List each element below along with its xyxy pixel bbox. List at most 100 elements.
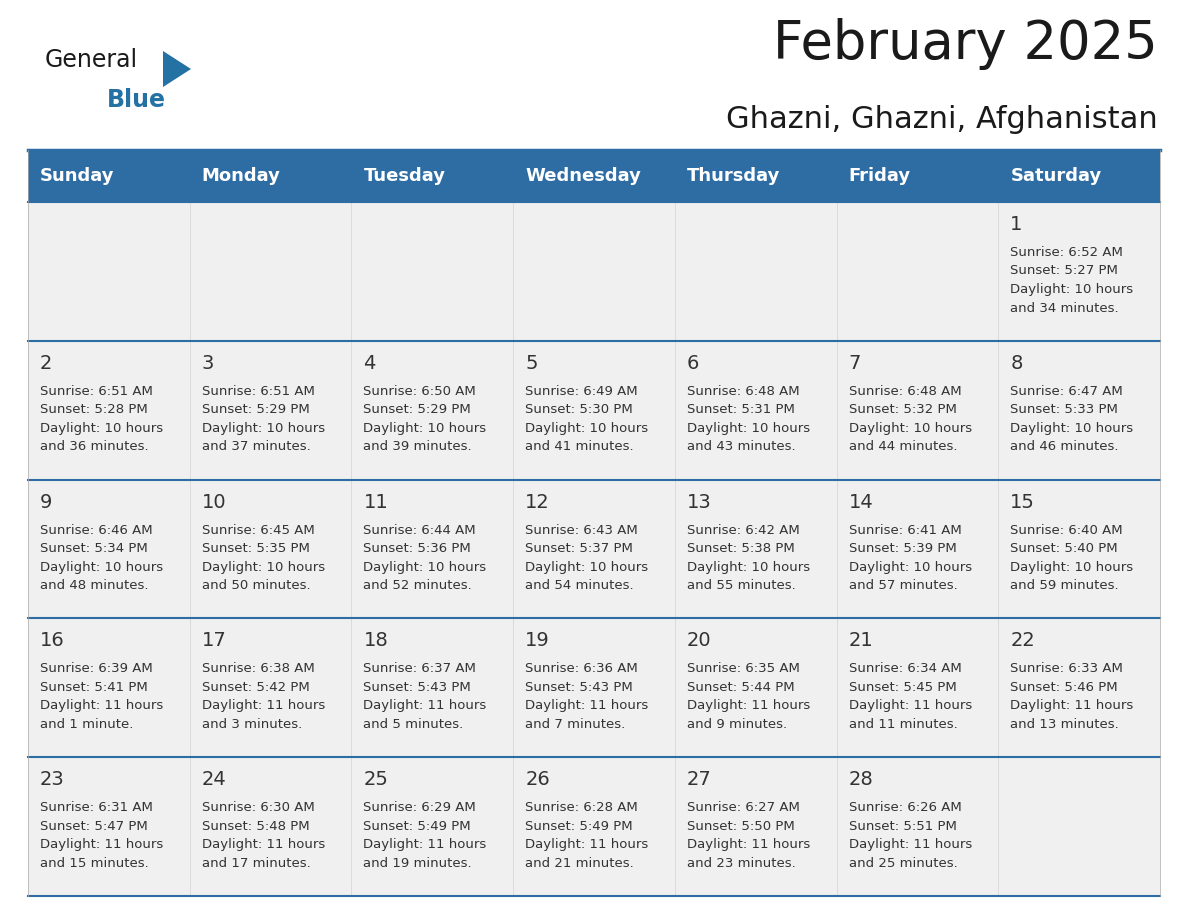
Text: 13: 13 bbox=[687, 493, 712, 511]
Text: 16: 16 bbox=[40, 632, 65, 650]
Bar bbox=[513, 150, 675, 202]
Text: 3: 3 bbox=[202, 353, 214, 373]
Bar bbox=[513, 202, 675, 341]
Text: 9: 9 bbox=[40, 493, 52, 511]
Bar bbox=[836, 619, 998, 757]
Text: Sunrise: 6:29 AM
Sunset: 5:49 PM
Daylight: 11 hours
and 19 minutes.: Sunrise: 6:29 AM Sunset: 5:49 PM Dayligh… bbox=[364, 801, 487, 869]
Text: Sunrise: 6:48 AM
Sunset: 5:32 PM
Daylight: 10 hours
and 44 minutes.: Sunrise: 6:48 AM Sunset: 5:32 PM Dayligh… bbox=[848, 385, 972, 453]
Bar bbox=[29, 341, 190, 479]
Text: Sunrise: 6:31 AM
Sunset: 5:47 PM
Daylight: 11 hours
and 15 minutes.: Sunrise: 6:31 AM Sunset: 5:47 PM Dayligh… bbox=[40, 801, 163, 869]
Text: Sunrise: 6:38 AM
Sunset: 5:42 PM
Daylight: 11 hours
and 3 minutes.: Sunrise: 6:38 AM Sunset: 5:42 PM Dayligh… bbox=[202, 663, 326, 731]
Bar bbox=[675, 341, 836, 479]
Bar bbox=[998, 479, 1159, 619]
Bar bbox=[998, 341, 1159, 479]
Text: Sunrise: 6:34 AM
Sunset: 5:45 PM
Daylight: 11 hours
and 11 minutes.: Sunrise: 6:34 AM Sunset: 5:45 PM Dayligh… bbox=[848, 663, 972, 731]
Bar bbox=[352, 341, 513, 479]
Bar bbox=[29, 150, 190, 202]
Text: 7: 7 bbox=[848, 353, 861, 373]
Bar bbox=[998, 202, 1159, 341]
Text: Sunrise: 6:49 AM
Sunset: 5:30 PM
Daylight: 10 hours
and 41 minutes.: Sunrise: 6:49 AM Sunset: 5:30 PM Dayligh… bbox=[525, 385, 649, 453]
Text: 1: 1 bbox=[1010, 215, 1023, 234]
Bar bbox=[29, 619, 190, 757]
Text: Sunrise: 6:51 AM
Sunset: 5:29 PM
Daylight: 10 hours
and 37 minutes.: Sunrise: 6:51 AM Sunset: 5:29 PM Dayligh… bbox=[202, 385, 324, 453]
Text: Sunrise: 6:37 AM
Sunset: 5:43 PM
Daylight: 11 hours
and 5 minutes.: Sunrise: 6:37 AM Sunset: 5:43 PM Dayligh… bbox=[364, 663, 487, 731]
Text: Sunrise: 6:40 AM
Sunset: 5:40 PM
Daylight: 10 hours
and 59 minutes.: Sunrise: 6:40 AM Sunset: 5:40 PM Dayligh… bbox=[1010, 523, 1133, 592]
Text: 26: 26 bbox=[525, 770, 550, 789]
Text: Sunrise: 6:30 AM
Sunset: 5:48 PM
Daylight: 11 hours
and 17 minutes.: Sunrise: 6:30 AM Sunset: 5:48 PM Dayligh… bbox=[202, 801, 326, 869]
Bar bbox=[190, 757, 352, 896]
Text: 2: 2 bbox=[40, 353, 52, 373]
Text: 24: 24 bbox=[202, 770, 227, 789]
Text: 17: 17 bbox=[202, 632, 227, 650]
Bar bbox=[513, 757, 675, 896]
Text: Wednesday: Wednesday bbox=[525, 167, 642, 185]
Text: Sunrise: 6:52 AM
Sunset: 5:27 PM
Daylight: 10 hours
and 34 minutes.: Sunrise: 6:52 AM Sunset: 5:27 PM Dayligh… bbox=[1010, 246, 1133, 315]
Bar bbox=[998, 757, 1159, 896]
Text: Sunrise: 6:46 AM
Sunset: 5:34 PM
Daylight: 10 hours
and 48 minutes.: Sunrise: 6:46 AM Sunset: 5:34 PM Dayligh… bbox=[40, 523, 163, 592]
Bar bbox=[675, 757, 836, 896]
Text: Blue: Blue bbox=[107, 88, 166, 112]
Text: 20: 20 bbox=[687, 632, 712, 650]
Text: 12: 12 bbox=[525, 493, 550, 511]
Bar bbox=[190, 479, 352, 619]
Bar bbox=[998, 619, 1159, 757]
Text: 10: 10 bbox=[202, 493, 227, 511]
Bar bbox=[513, 341, 675, 479]
Text: Sunday: Sunday bbox=[40, 167, 114, 185]
Text: February 2025: February 2025 bbox=[773, 18, 1158, 70]
Text: 25: 25 bbox=[364, 770, 388, 789]
Text: 27: 27 bbox=[687, 770, 712, 789]
Bar bbox=[836, 757, 998, 896]
Bar bbox=[513, 479, 675, 619]
Text: 18: 18 bbox=[364, 632, 388, 650]
Text: Sunrise: 6:44 AM
Sunset: 5:36 PM
Daylight: 10 hours
and 52 minutes.: Sunrise: 6:44 AM Sunset: 5:36 PM Dayligh… bbox=[364, 523, 487, 592]
Text: Sunrise: 6:50 AM
Sunset: 5:29 PM
Daylight: 10 hours
and 39 minutes.: Sunrise: 6:50 AM Sunset: 5:29 PM Dayligh… bbox=[364, 385, 487, 453]
Bar bbox=[675, 479, 836, 619]
Bar bbox=[190, 202, 352, 341]
Bar bbox=[513, 619, 675, 757]
Text: Sunrise: 6:51 AM
Sunset: 5:28 PM
Daylight: 10 hours
and 36 minutes.: Sunrise: 6:51 AM Sunset: 5:28 PM Dayligh… bbox=[40, 385, 163, 453]
Bar bbox=[836, 202, 998, 341]
Text: 23: 23 bbox=[40, 770, 65, 789]
Bar bbox=[29, 757, 190, 896]
Text: Sunrise: 6:48 AM
Sunset: 5:31 PM
Daylight: 10 hours
and 43 minutes.: Sunrise: 6:48 AM Sunset: 5:31 PM Dayligh… bbox=[687, 385, 810, 453]
Bar bbox=[836, 341, 998, 479]
Text: Sunrise: 6:42 AM
Sunset: 5:38 PM
Daylight: 10 hours
and 55 minutes.: Sunrise: 6:42 AM Sunset: 5:38 PM Dayligh… bbox=[687, 523, 810, 592]
Bar bbox=[675, 202, 836, 341]
Bar bbox=[190, 341, 352, 479]
Bar bbox=[29, 202, 190, 341]
Bar bbox=[352, 150, 513, 202]
Text: Sunrise: 6:39 AM
Sunset: 5:41 PM
Daylight: 11 hours
and 1 minute.: Sunrise: 6:39 AM Sunset: 5:41 PM Dayligh… bbox=[40, 663, 163, 731]
Text: Sunrise: 6:45 AM
Sunset: 5:35 PM
Daylight: 10 hours
and 50 minutes.: Sunrise: 6:45 AM Sunset: 5:35 PM Dayligh… bbox=[202, 523, 324, 592]
Text: Ghazni, Ghazni, Afghanistan: Ghazni, Ghazni, Afghanistan bbox=[726, 105, 1158, 134]
Text: 21: 21 bbox=[848, 632, 873, 650]
Text: Sunrise: 6:28 AM
Sunset: 5:49 PM
Daylight: 11 hours
and 21 minutes.: Sunrise: 6:28 AM Sunset: 5:49 PM Dayligh… bbox=[525, 801, 649, 869]
Text: Sunrise: 6:33 AM
Sunset: 5:46 PM
Daylight: 11 hours
and 13 minutes.: Sunrise: 6:33 AM Sunset: 5:46 PM Dayligh… bbox=[1010, 663, 1133, 731]
Bar bbox=[675, 150, 836, 202]
Text: Sunrise: 6:36 AM
Sunset: 5:43 PM
Daylight: 11 hours
and 7 minutes.: Sunrise: 6:36 AM Sunset: 5:43 PM Dayligh… bbox=[525, 663, 649, 731]
Text: 19: 19 bbox=[525, 632, 550, 650]
Text: Friday: Friday bbox=[848, 167, 911, 185]
Text: Sunrise: 6:26 AM
Sunset: 5:51 PM
Daylight: 11 hours
and 25 minutes.: Sunrise: 6:26 AM Sunset: 5:51 PM Dayligh… bbox=[848, 801, 972, 869]
Text: Thursday: Thursday bbox=[687, 167, 781, 185]
Bar bbox=[352, 757, 513, 896]
Text: Tuesday: Tuesday bbox=[364, 167, 446, 185]
Bar bbox=[29, 479, 190, 619]
Bar bbox=[190, 619, 352, 757]
Text: Saturday: Saturday bbox=[1010, 167, 1101, 185]
Bar bbox=[836, 150, 998, 202]
Text: Sunrise: 6:47 AM
Sunset: 5:33 PM
Daylight: 10 hours
and 46 minutes.: Sunrise: 6:47 AM Sunset: 5:33 PM Dayligh… bbox=[1010, 385, 1133, 453]
Text: Sunrise: 6:41 AM
Sunset: 5:39 PM
Daylight: 10 hours
and 57 minutes.: Sunrise: 6:41 AM Sunset: 5:39 PM Dayligh… bbox=[848, 523, 972, 592]
Text: 11: 11 bbox=[364, 493, 388, 511]
Text: Sunrise: 6:27 AM
Sunset: 5:50 PM
Daylight: 11 hours
and 23 minutes.: Sunrise: 6:27 AM Sunset: 5:50 PM Dayligh… bbox=[687, 801, 810, 869]
Text: 4: 4 bbox=[364, 353, 375, 373]
Text: Sunrise: 6:35 AM
Sunset: 5:44 PM
Daylight: 11 hours
and 9 minutes.: Sunrise: 6:35 AM Sunset: 5:44 PM Dayligh… bbox=[687, 663, 810, 731]
Text: 15: 15 bbox=[1010, 493, 1035, 511]
Text: Sunrise: 6:43 AM
Sunset: 5:37 PM
Daylight: 10 hours
and 54 minutes.: Sunrise: 6:43 AM Sunset: 5:37 PM Dayligh… bbox=[525, 523, 649, 592]
Text: 6: 6 bbox=[687, 353, 700, 373]
Text: 5: 5 bbox=[525, 353, 538, 373]
Bar bbox=[352, 202, 513, 341]
Bar bbox=[998, 150, 1159, 202]
Text: Monday: Monday bbox=[202, 167, 280, 185]
Polygon shape bbox=[163, 51, 191, 87]
